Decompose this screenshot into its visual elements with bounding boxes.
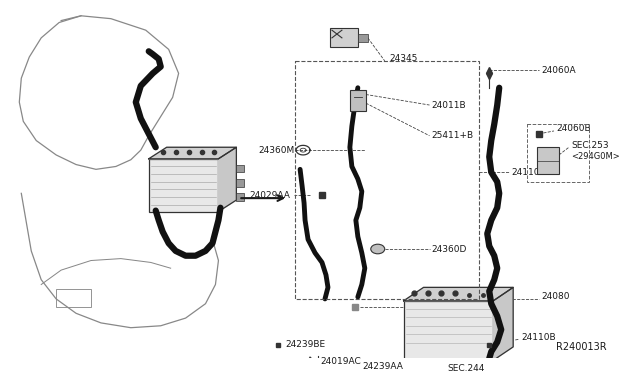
Bar: [350, 90, 366, 111]
Text: 24239AA: 24239AA: [363, 362, 404, 371]
Text: 24080: 24080: [541, 292, 570, 301]
Text: R240013R: R240013R: [556, 342, 607, 352]
Text: 24110: 24110: [511, 168, 540, 177]
Bar: [148, 159, 218, 212]
Bar: [527, 124, 589, 182]
Bar: [236, 179, 244, 187]
Bar: [295, 61, 479, 299]
Bar: [330, 28, 358, 48]
Bar: [338, 361, 358, 371]
Text: 24029AA: 24029AA: [249, 191, 290, 200]
Bar: [404, 301, 493, 360]
Ellipse shape: [371, 244, 385, 254]
Text: 24360M: 24360M: [259, 146, 295, 155]
Polygon shape: [404, 288, 513, 301]
Text: <294G0M>: <294G0M>: [571, 153, 620, 161]
Polygon shape: [148, 147, 236, 159]
Text: 24011B: 24011B: [431, 100, 466, 109]
Bar: [56, 289, 91, 307]
Text: 24019AB: 24019AB: [412, 302, 452, 311]
Text: 25411+B: 25411+B: [431, 131, 474, 140]
Text: SEC.253: SEC.253: [571, 141, 609, 150]
Text: 24239BE: 24239BE: [285, 340, 325, 349]
Text: 24345: 24345: [390, 54, 418, 64]
Text: 24360D: 24360D: [431, 244, 467, 253]
Text: 24060A: 24060A: [541, 66, 575, 75]
Polygon shape: [493, 288, 513, 360]
Text: SEC.244: SEC.244: [447, 363, 485, 372]
Bar: [358, 34, 368, 42]
Bar: [236, 164, 244, 172]
Text: 24110B: 24110B: [521, 333, 556, 342]
Polygon shape: [218, 147, 236, 212]
Text: 24019AC: 24019AC: [320, 357, 361, 366]
Text: 24060B: 24060B: [556, 124, 591, 132]
Bar: [537, 147, 559, 174]
Bar: [236, 193, 244, 201]
